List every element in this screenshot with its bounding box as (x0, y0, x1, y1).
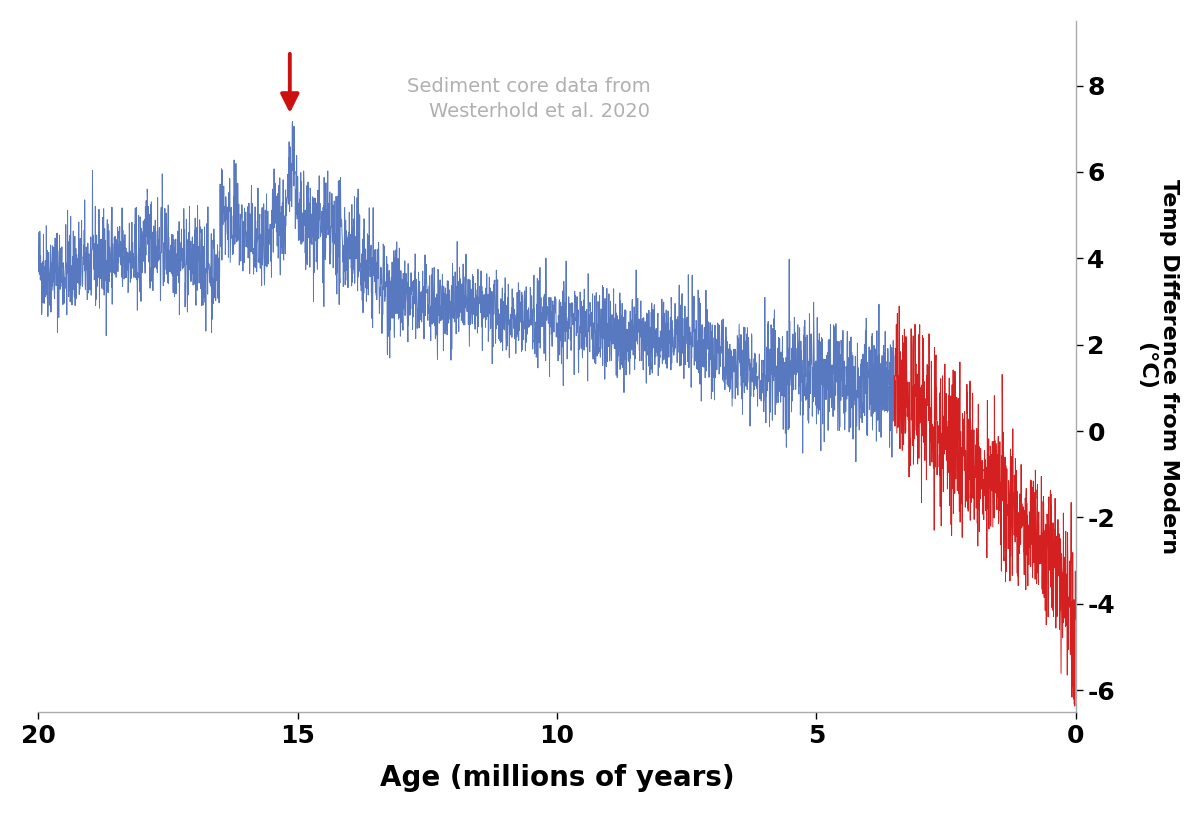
X-axis label: Age (millions of years): Age (millions of years) (379, 764, 734, 792)
Y-axis label: Temp Difference from Modern
(°C): Temp Difference from Modern (°C) (1136, 179, 1180, 554)
Text: Sediment core data from
Westerhold et al. 2020: Sediment core data from Westerhold et al… (407, 77, 650, 121)
